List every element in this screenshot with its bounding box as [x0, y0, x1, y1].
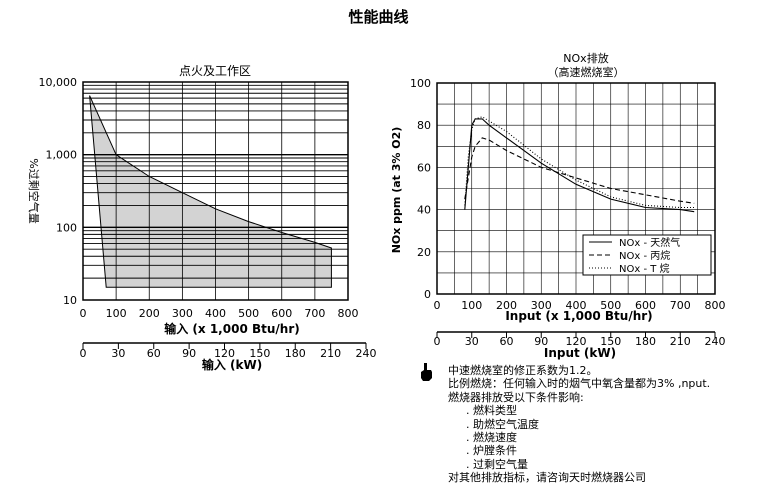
- note-factor: . 过剩空气量: [466, 457, 528, 471]
- right-x-tick-label: 700: [670, 299, 691, 312]
- left-x-tick-label: 200: [139, 307, 160, 320]
- note-factor: . 燃烧速度: [466, 431, 517, 445]
- left-x-tick-label: 0: [80, 307, 87, 320]
- right-y-tick-labels: 0 20 40 60 80 100: [410, 77, 431, 301]
- right-kw-tick-label: 90: [534, 335, 548, 348]
- right-x-tick-label: 500: [600, 299, 621, 312]
- legend-label-propane: NOx - 丙烷: [619, 249, 670, 262]
- left-y-tick-label: 10,000: [39, 76, 78, 89]
- right-y-tick-label: 100: [410, 77, 431, 90]
- left-x-tick-label: 500: [238, 307, 259, 320]
- right-kw-tick-label: 0: [434, 335, 441, 348]
- left-kw-tick-label: 150: [249, 347, 270, 360]
- right-x-tick-label: 800: [705, 299, 726, 312]
- left-kw-tick-label: 210: [320, 347, 341, 360]
- left-x-tick-labels: 0 100 200 300 400 500 600 700 800: [80, 307, 359, 320]
- legend-label-natural-gas: NOx - 天然气: [619, 236, 680, 249]
- note-factor: . 燃料类型: [466, 404, 517, 418]
- left-kw-tick-label: 60: [147, 347, 161, 360]
- page-title: 性能曲线: [348, 8, 409, 26]
- series-line-dotted: [464, 116, 695, 209]
- left-x-tick-label: 400: [205, 307, 226, 320]
- right-y-tick-label: 20: [417, 246, 431, 259]
- right-chart-series: [464, 116, 695, 213]
- left-kw-tick-label: 30: [111, 347, 125, 360]
- left-y-tick-label: 10: [63, 294, 77, 307]
- right-kw-tick-label: 30: [465, 335, 479, 348]
- left-kw-tick-label: 180: [285, 347, 306, 360]
- right-kw-tick-label: 210: [670, 335, 691, 348]
- left-y-tick-labels: 10 100 1,000 10,000: [39, 76, 78, 307]
- note-factor: . 炉膛条件: [466, 444, 517, 458]
- pointing-hand-icon: [421, 363, 432, 381]
- left-chart-grid: [83, 82, 348, 300]
- right-kw-tick-label: 120: [566, 335, 587, 348]
- left-kw-ticks: 0 30 60 90 120 150 180 210 240: [80, 343, 377, 360]
- legend-label-butane: NOx - T 烷: [619, 262, 670, 275]
- right-kw-ticks: 0 30 60 90 120 150 180 210 240: [434, 332, 726, 348]
- note-factor: . 助燃空气温度: [466, 417, 539, 431]
- note-footer: 对其他排放指标，请咨询天时燃烧器公司: [448, 471, 646, 485]
- notes-block: 中速燃烧室的修正系数为1.2。 比例燃烧：任何输入时的烟气中氧含量都为3% ,n…: [448, 364, 710, 485]
- left-kw-tick-label: 90: [182, 347, 196, 360]
- right-y-tick-label: 0: [424, 288, 431, 301]
- right-plot-frame: [436, 82, 716, 295]
- right-kw-axis-label: Input (kW): [544, 346, 616, 360]
- left-x-axis-label: 输入 (x 1,000 Btu/hr): [164, 321, 299, 336]
- note-line: 燃烧器排放受以下条件影响:: [448, 390, 584, 404]
- note-line: 中速燃烧室的修正系数为1.2。: [448, 364, 598, 377]
- right-y-axis-label: NOx ppm (at 3% O2): [390, 127, 403, 254]
- left-kw-tick-label: 240: [356, 347, 377, 360]
- right-y-tick-label: 80: [417, 119, 431, 132]
- left-kw-tick-label: 0: [80, 347, 87, 360]
- left-kw-axis-label: 输入 (kW): [202, 357, 262, 372]
- right-kw-tick-label: 150: [600, 335, 621, 348]
- note-line: 比例燃烧：任何输入时的烟气中氧含量都为3% ,nput.: [448, 377, 711, 391]
- right-chart-title: NOx排放: [563, 51, 608, 65]
- right-chart-legend: NOx - 天然气 NOx - 丙烷 NOx - T 烷: [582, 234, 712, 276]
- series-line-solid: [464, 118, 695, 213]
- right-y-tick-label: 40: [417, 204, 431, 217]
- left-chart-title: 点火及工作区: [179, 64, 251, 78]
- left-y-tick-label: 1,000: [46, 149, 78, 162]
- right-x-tick-label: 200: [496, 299, 517, 312]
- left-x-tick-label: 300: [172, 307, 193, 320]
- right-chart-subtitle: （高速燃烧室）: [548, 65, 625, 79]
- left-x-tick-label: 800: [338, 307, 359, 320]
- right-x-tick-labels: 0 100 200 300 400 500 600 700 800: [434, 299, 726, 312]
- left-kw-tick-label: 120: [214, 347, 235, 360]
- right-y-tick-label: 60: [417, 161, 431, 174]
- right-x-tick-label: 300: [531, 299, 552, 312]
- right-x-tick-label: 600: [635, 299, 656, 312]
- left-plot-frame: [82, 81, 349, 301]
- left-x-tick-label: 100: [106, 307, 127, 320]
- left-y-tick-label: 100: [56, 221, 77, 234]
- left-x-tick-label: 700: [304, 307, 325, 320]
- right-x-tick-label: 0: [434, 299, 441, 312]
- operating-region: [89, 95, 332, 288]
- right-x-tick-label: 100: [461, 299, 482, 312]
- series-line-dashed: [464, 137, 695, 204]
- right-kw-tick-label: 180: [635, 335, 656, 348]
- left-y-axis-label: %过剩空气量: [27, 158, 41, 223]
- left-chart-area-layer: [89, 95, 332, 288]
- right-kw-tick-label: 240: [705, 335, 726, 348]
- right-x-axis-label: Input (x 1,000 Btu/hr): [505, 309, 652, 323]
- right-x-tick-label: 400: [566, 299, 587, 312]
- right-kw-tick-label: 60: [500, 335, 514, 348]
- left-x-tick-label: 600: [271, 307, 292, 320]
